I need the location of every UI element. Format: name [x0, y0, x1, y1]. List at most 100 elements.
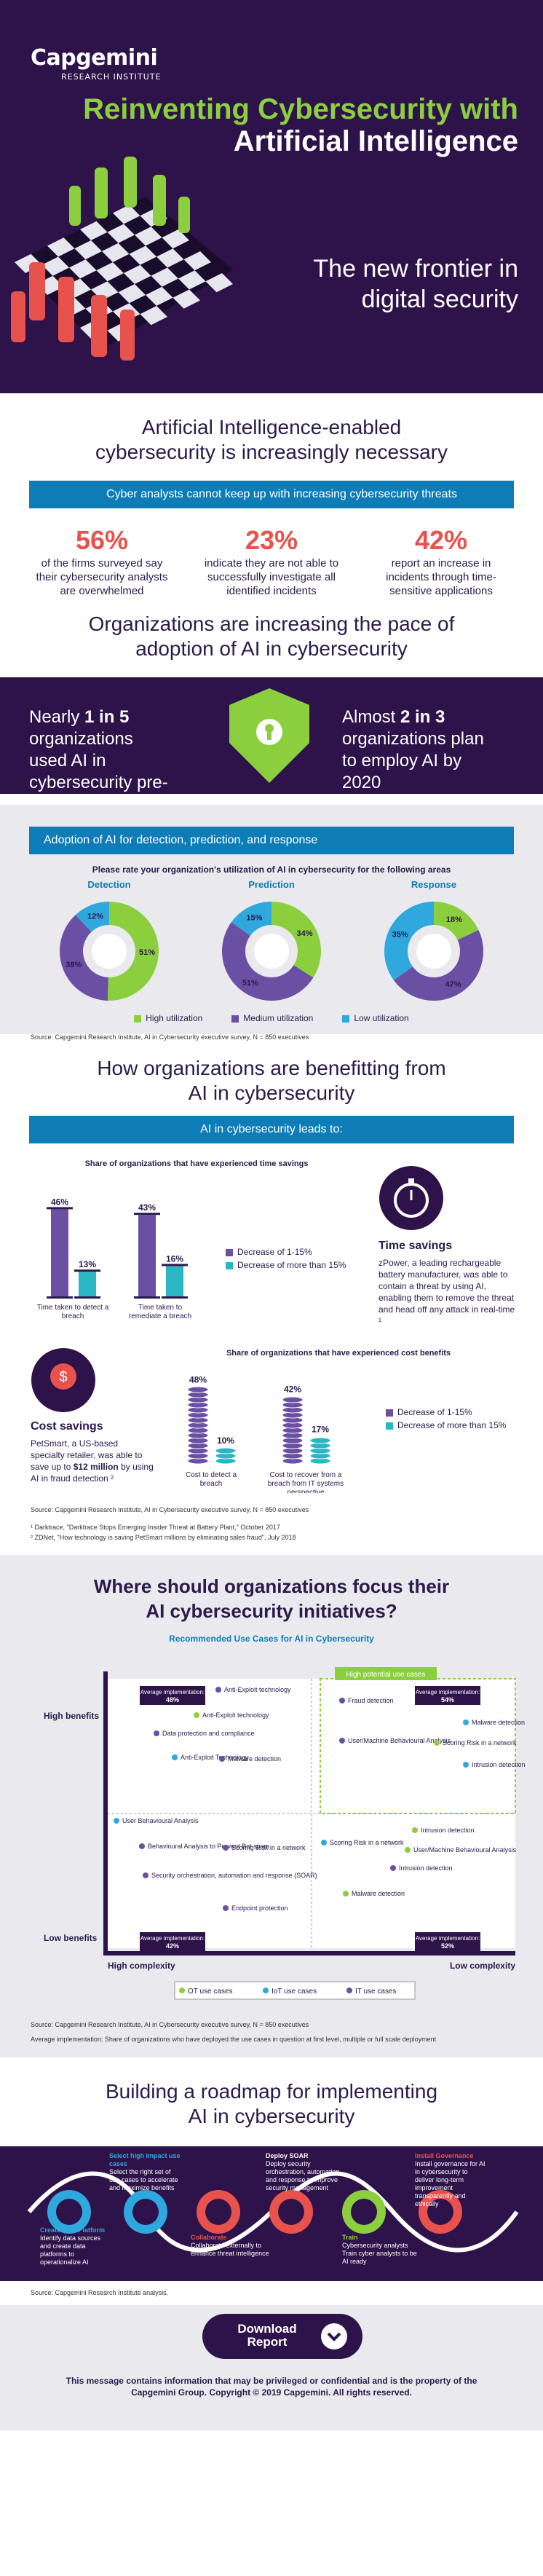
- use-case-label: Anti-Exploit Technology: [181, 1754, 249, 1761]
- hourglass-cap: [134, 1296, 160, 1299]
- board-cell: [118, 284, 146, 304]
- download-report-button[interactable]: Download Report: [202, 2314, 362, 2359]
- hourglass-cap: [134, 1213, 160, 1216]
- coin: [309, 1437, 331, 1444]
- use-case-dot: [143, 1872, 148, 1878]
- coin: [282, 1396, 304, 1403]
- donut-title: Prediction: [248, 879, 295, 890]
- y-low-label: Low benefits: [44, 1933, 98, 1943]
- board-cell: [205, 273, 233, 293]
- benefits-section: How organizations are benefitting from A…: [0, 1034, 543, 1555]
- question-text: Please rate your organization's utilizat…: [92, 864, 451, 875]
- use-case-label: Malware detection: [352, 1890, 405, 1897]
- legend-dot: [263, 1988, 269, 1993]
- bar: [138, 1215, 156, 1296]
- board-cell: [107, 224, 135, 243]
- y-high-label: High benefits: [44, 1711, 99, 1721]
- donut-slice: [384, 902, 434, 980]
- use-case-label: Intrusion detection: [472, 1761, 526, 1768]
- avg-value: 48%: [166, 1696, 179, 1703]
- bar: [166, 1266, 183, 1296]
- blue-banner: AI in cybersecurity leads to:: [29, 1116, 514, 1143]
- legend-dot: [346, 1988, 352, 1993]
- use-case-dot: [412, 1827, 418, 1833]
- roadmap-node-icon: [351, 2199, 377, 2225]
- bar-label: 46%: [51, 1197, 68, 1207]
- use-case-label: User Behavioural Analysis: [122, 1817, 199, 1824]
- use-case-dot: [390, 1865, 396, 1871]
- note: Average implementation: Share of organiz…: [31, 2036, 437, 2043]
- roadmap-step: Create Data Platform Identify data source…: [40, 2226, 106, 2266]
- hourglass-cap: [74, 1269, 100, 1272]
- use-case-dot: [219, 1756, 225, 1762]
- donut-label: 12%: [87, 913, 103, 921]
- donut-label: 15%: [246, 914, 262, 923]
- source-note: Source: Capgemini Research Institute, AI…: [31, 2021, 309, 2028]
- board-cell: [129, 245, 156, 265]
- use-case-dot: [114, 1818, 119, 1824]
- use-case-label: Endpoint protection: [231, 1905, 288, 1912]
- use-case-label: Intrusion detection: [399, 1864, 453, 1872]
- board-cell: [162, 229, 189, 249]
- section-title: Where should organizations focus their A…: [93, 1575, 450, 1622]
- donut-slice: [222, 922, 314, 1001]
- category-label: Cost to detect a: [186, 1471, 237, 1479]
- category-label: perspective: [287, 1489, 325, 1493]
- board-cell: [69, 259, 97, 279]
- utilization-donuts: Detection 51% 38% 12% Prediction 34% 51% 15% Res…: [60, 879, 484, 1001]
- x-high-label: High complexity: [108, 1961, 175, 1971]
- stats-row: 56% of the firms surveyed say their cyber…: [0, 524, 543, 598]
- use-case-label: Security orchestration, automation and r…: [151, 1872, 317, 1879]
- footer: Download Report This message contains in…: [0, 2305, 543, 2430]
- stat-item: 23% indicate they are not able to success…: [204, 525, 339, 597]
- use-case-label: Anti-Exploit technology: [224, 1686, 291, 1693]
- bar-label: 17%: [312, 1425, 329, 1435]
- use-case-dot: [339, 1698, 345, 1703]
- bar-label: 48%: [189, 1374, 207, 1384]
- adoption-banner: Nearly 1 in 5 organizations used AI in c…: [0, 677, 543, 814]
- footnote: ¹ Darktrace, "Darktrace Stops Emerging I…: [31, 1524, 280, 1531]
- coin: [215, 1447, 237, 1454]
- download-arrow-icon: [321, 2323, 347, 2349]
- use-case-label: Data protection and compliance: [162, 1730, 255, 1737]
- legend-label: OT use cases: [188, 1988, 233, 1996]
- avg-value: 54%: [441, 1696, 454, 1703]
- avg-box: [415, 1932, 480, 1951]
- bar-label: 42%: [284, 1384, 301, 1395]
- roadmap-node-icon: [278, 2199, 304, 2225]
- donut-center-icon: [92, 934, 127, 969]
- bar: [51, 1209, 68, 1296]
- donut-title: Detection: [87, 879, 130, 890]
- roadmap-banner: Select high impact use cases Select the r…: [0, 2146, 543, 2281]
- section-title: Building a roadmap for implementing AI i…: [105, 2080, 438, 2127]
- hero: Capgemini RESEARCH INSTITUTE Reinventing …: [0, 0, 543, 393]
- category-label: Cost to recover from a: [270, 1471, 342, 1479]
- category-label: remediate a breach: [129, 1312, 191, 1320]
- category-label: Time taken to: [138, 1304, 183, 1312]
- donut-center-icon: [416, 934, 451, 969]
- board-cell: [135, 227, 162, 246]
- high-potential-tag: [335, 1667, 437, 1680]
- avg-label: Average implementation:: [416, 1935, 480, 1942]
- use-case-label: Behavioural Analysis to Prevent Bot spam: [148, 1843, 269, 1850]
- board-cell: [183, 251, 211, 271]
- use-case-dot: [434, 1740, 440, 1746]
- source-note: Source: Capgemini Research Institute, AI…: [31, 1033, 309, 1041]
- bar-label: 13%: [79, 1259, 96, 1269]
- donut-slice: [434, 902, 479, 940]
- use-case-label: Malware detection: [228, 1755, 281, 1762]
- use-case-label: Scoring Risk in a network: [443, 1739, 517, 1746]
- avg-label: Average implementation:: [140, 1935, 205, 1942]
- use-case-dot: [343, 1891, 349, 1896]
- board-cell: [96, 262, 124, 282]
- use-case-label: Malware detection: [472, 1719, 525, 1726]
- roadmap-node-icon: [56, 2199, 82, 2225]
- utilization-section: Adoption of AI for detection, prediction…: [0, 805, 543, 1041]
- coin: [187, 1386, 209, 1393]
- blue-banner: Cyber analysts cannot keep up with incre…: [29, 481, 514, 508]
- roadmap-node-icon: [205, 2199, 231, 2225]
- legend-box: [174, 1981, 416, 2000]
- cost-savings-text: PetSmart, a US-based specialty retailer,…: [31, 1438, 154, 1484]
- roadmap-step: Install Governance Install governance for…: [415, 2152, 485, 2207]
- time-savings-chart: 46% 43% 13% 16% Time taken to detect abreach…: [37, 1197, 191, 1320]
